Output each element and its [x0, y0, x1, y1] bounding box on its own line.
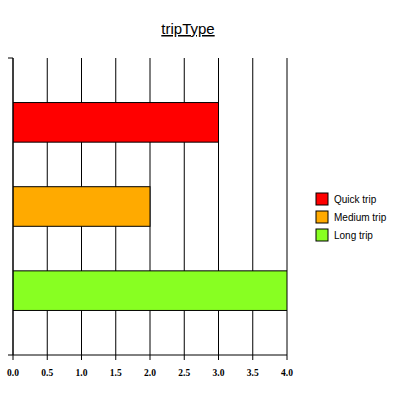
bar [13, 103, 219, 143]
tick-mark [150, 355, 151, 360]
y-axis [13, 58, 14, 355]
grid-line [13, 58, 14, 355]
tick-mark [218, 355, 219, 360]
tick-label: 0.0 [7, 368, 19, 378]
tick-mark [47, 355, 48, 360]
tick-mark [81, 355, 82, 360]
legend-label: Medium trip [334, 212, 387, 223]
legend-label: Long trip [334, 230, 373, 241]
title: tripType [161, 20, 214, 37]
tick-mark [13, 355, 14, 360]
legend-swatch [316, 193, 328, 205]
tick-label: 3.5 [247, 368, 259, 378]
tick-mark [252, 355, 253, 360]
tick-label: 1.5 [110, 368, 122, 378]
tick-mark [287, 355, 288, 360]
x-axis [13, 355, 287, 356]
bars [13, 103, 287, 311]
legend-label: Quick trip [334, 194, 377, 205]
legend-swatch [316, 229, 328, 241]
chart-svg: tripType 0.0 0.5 1.0 1.5 2.0 2.5 3.0 3.5 4.0 Quick… [0, 0, 407, 397]
y-axis-tick [8, 58, 13, 59]
chart-container: tripType 0.0 0.5 1.0 1.5 2.0 2.5 3.0 3.5 4.0 Quick… [0, 0, 407, 397]
tick-label: 4.0 [281, 368, 293, 378]
tick-label: 1.0 [76, 368, 88, 378]
tick-label: 2.0 [144, 368, 156, 378]
bar [13, 271, 287, 311]
legend-swatch [316, 211, 328, 223]
tick-mark [115, 355, 116, 360]
tick-label: 3.0 [213, 368, 225, 378]
tick-label: 0.5 [41, 368, 53, 378]
tick-label: 2.5 [178, 368, 190, 378]
bar [13, 187, 150, 227]
tick-mark [184, 355, 185, 360]
y-axis-tick [8, 355, 13, 356]
